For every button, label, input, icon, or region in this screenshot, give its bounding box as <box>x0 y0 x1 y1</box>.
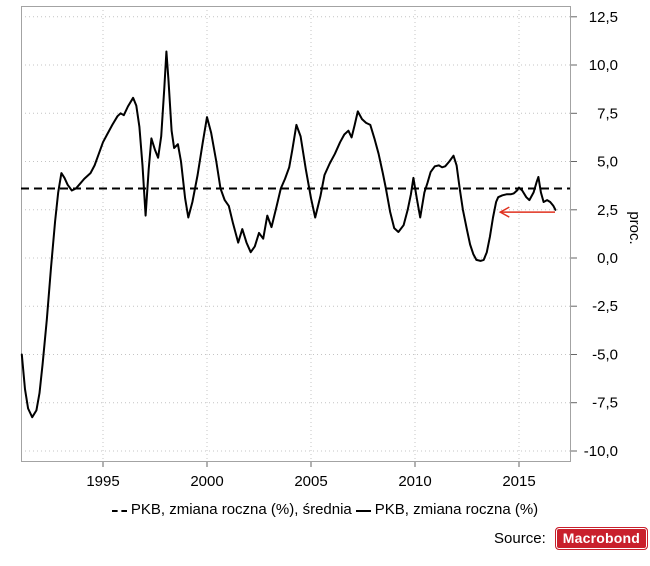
y-tick-label: 12,5 <box>589 9 618 26</box>
plot-frame <box>21 6 571 462</box>
y-tick-label: -5,0 <box>592 347 618 364</box>
y-tick-label: 0,0 <box>597 250 618 267</box>
dashed-line-marker-icon <box>111 509 127 512</box>
y-tick-label: 2,5 <box>597 202 618 219</box>
x-tick-label: 2005 <box>294 473 327 490</box>
gdp-line <box>20 50 557 419</box>
trend-arrow-head <box>498 206 510 218</box>
source-row: Source: Macrobond <box>494 527 648 550</box>
x-tick-label: 2000 <box>190 473 223 490</box>
solid-line-marker-icon <box>355 509 371 512</box>
macrobond-logo: Macrobond <box>554 527 648 550</box>
legend-label-gdp: PKB, zmiana roczna (%) <box>374 501 539 518</box>
y-axis-unit-label: proc. <box>626 211 643 244</box>
y-tick-label: 7,5 <box>597 105 618 122</box>
legend-item-average: PKB, zmiana roczna (%), średnia <box>111 501 352 518</box>
source-label: Source: <box>494 530 546 547</box>
legend-item-gdp: PKB, zmiana roczna (%) <box>355 501 539 518</box>
chart-plot-area: proc. 1995 2000 2005 2010 2015 12,5 10,0 7,5 5,0… <box>20 6 643 490</box>
y-tick-label: -10,0 <box>584 443 618 460</box>
y-tick-label: 5,0 <box>597 154 618 171</box>
x-tick-label: 2015 <box>502 473 535 490</box>
legend-label-average: PKB, zmiana roczna (%), średnia <box>130 501 352 518</box>
y-tick-label: 10,0 <box>589 57 618 74</box>
chart-legend: PKB, zmiana roczna (%), średnia PKB, zmi… <box>0 501 650 518</box>
x-tick-label: 2010 <box>398 473 431 490</box>
x-tick-label: 1995 <box>86 473 119 490</box>
y-tick-label: -7,5 <box>592 395 618 412</box>
y-tick-label: -2,5 <box>592 298 618 315</box>
